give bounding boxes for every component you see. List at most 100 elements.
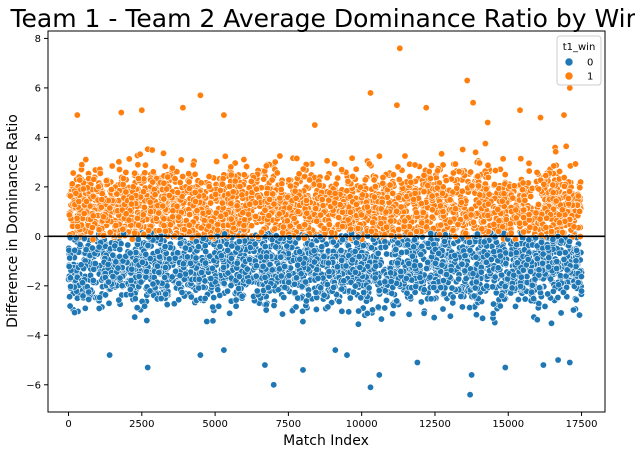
scatter-point-loss [351, 282, 359, 290]
scatter-point-loss [195, 284, 203, 292]
scatter-point-loss [179, 260, 187, 268]
scatter-point-loss [538, 238, 545, 246]
scatter-point-win [331, 160, 339, 168]
scatter-point-win [128, 194, 136, 202]
scatter-point-win [262, 162, 270, 170]
scatter-point-win [175, 213, 183, 221]
scatter-point-loss [545, 263, 553, 271]
scatter-point-loss [76, 241, 84, 249]
scatter-point-loss [65, 246, 73, 254]
scatter-point-win [566, 187, 574, 195]
scatter-point-win [302, 197, 310, 204]
scatter-point-loss [66, 293, 74, 301]
scatter-point-loss [312, 305, 320, 313]
scatter-point-win [533, 168, 541, 176]
scatter-point-loss [572, 257, 580, 265]
scatter-point-loss [368, 244, 375, 252]
scatter-point-win [453, 184, 461, 192]
scatter-point-loss [371, 274, 379, 282]
scatter-point-win [428, 192, 436, 200]
scatter-point-loss [346, 294, 354, 302]
scatter-point-win [424, 182, 432, 190]
scatter-point-loss [439, 305, 447, 313]
scatter-point-win [263, 190, 271, 197]
scatter-point-loss [541, 302, 549, 310]
scatter-point-win [166, 221, 174, 229]
scatter-point-loss [383, 296, 390, 304]
scatter-point-win [451, 160, 459, 168]
scatter-point-loss [209, 303, 217, 311]
scatter-point-win [279, 223, 287, 231]
scatter-point-win [507, 229, 515, 237]
scatter-point-win [129, 183, 137, 191]
scatter-point-loss [227, 282, 235, 290]
scatter-point-loss [161, 273, 169, 281]
scatter-point-loss [79, 292, 87, 300]
scatter-point-win [90, 175, 98, 183]
scatter-point-loss [524, 255, 532, 263]
scatter-point-win [160, 149, 167, 157]
scatter-point-win [527, 193, 535, 200]
scatter-point-loss [437, 284, 445, 291]
scatter-point-win [525, 167, 533, 175]
scatter-point-loss [146, 287, 154, 295]
scatter-point-loss [314, 274, 322, 282]
scatter-point-loss [572, 296, 580, 304]
scatter-point-win [459, 146, 467, 153]
scatter-point-win [517, 155, 525, 163]
scatter-point-loss [381, 287, 389, 295]
scatter-point-win [286, 204, 293, 212]
scatter-point-win [73, 214, 81, 222]
scatter-point-loss [85, 295, 93, 303]
scatter-point-win [548, 228, 556, 235]
scatter-point-win [78, 161, 86, 169]
scatter-point-loss [85, 288, 93, 296]
scatter-point-win [171, 175, 179, 183]
scatter-point-loss [235, 237, 243, 245]
scatter-point-win [147, 208, 155, 216]
scatter-point-win [395, 176, 403, 184]
scatter-point-loss [201, 242, 209, 250]
scatter-point-loss [549, 287, 557, 295]
scatter-point-loss [175, 296, 183, 304]
scatter-point-loss [521, 295, 529, 303]
scatter-point-win [411, 161, 419, 169]
scatter-point-loss [439, 277, 447, 285]
scatter-point-win [240, 156, 248, 164]
scatter-point-loss [462, 275, 470, 283]
scatter-point-loss [441, 237, 448, 245]
scatter-point-loss [170, 300, 178, 308]
scatter-point-loss [232, 296, 240, 304]
scatter-point-win [112, 221, 120, 229]
scatter-point-loss [559, 288, 567, 296]
scatter-point-win [492, 167, 499, 175]
scatter-point-loss [548, 319, 555, 327]
scatter-point-loss [377, 315, 385, 323]
scatter-point-win [542, 223, 550, 231]
scatter-point-win [163, 185, 171, 193]
scatter-point-win [478, 225, 486, 233]
scatter-point-win [556, 167, 564, 175]
scatter-point-win [576, 207, 584, 215]
scatter-point-loss [302, 297, 310, 305]
scatter-point-loss [128, 265, 136, 273]
scatter-point-loss [577, 273, 585, 281]
scatter-point-loss [513, 241, 521, 249]
scatter-point-win [233, 202, 241, 210]
scatter-point-loss [162, 290, 170, 298]
scatter-point-loss [161, 243, 169, 251]
scatter-point-loss [530, 295, 538, 303]
scatter-point-win [338, 166, 346, 174]
scatter-point-loss [338, 285, 346, 293]
scatter-point-win [560, 174, 568, 182]
scatter-point-win [484, 173, 492, 181]
scatter-point-loss [277, 272, 285, 280]
scatter-point-win [323, 174, 331, 182]
scatter-point-loss [245, 278, 253, 286]
scatter-point-win [131, 169, 139, 177]
scatter-point-win [68, 180, 76, 188]
scatter-point-win [506, 220, 514, 228]
scatter-point-loss [417, 298, 425, 306]
scatter-point-loss [209, 317, 217, 325]
